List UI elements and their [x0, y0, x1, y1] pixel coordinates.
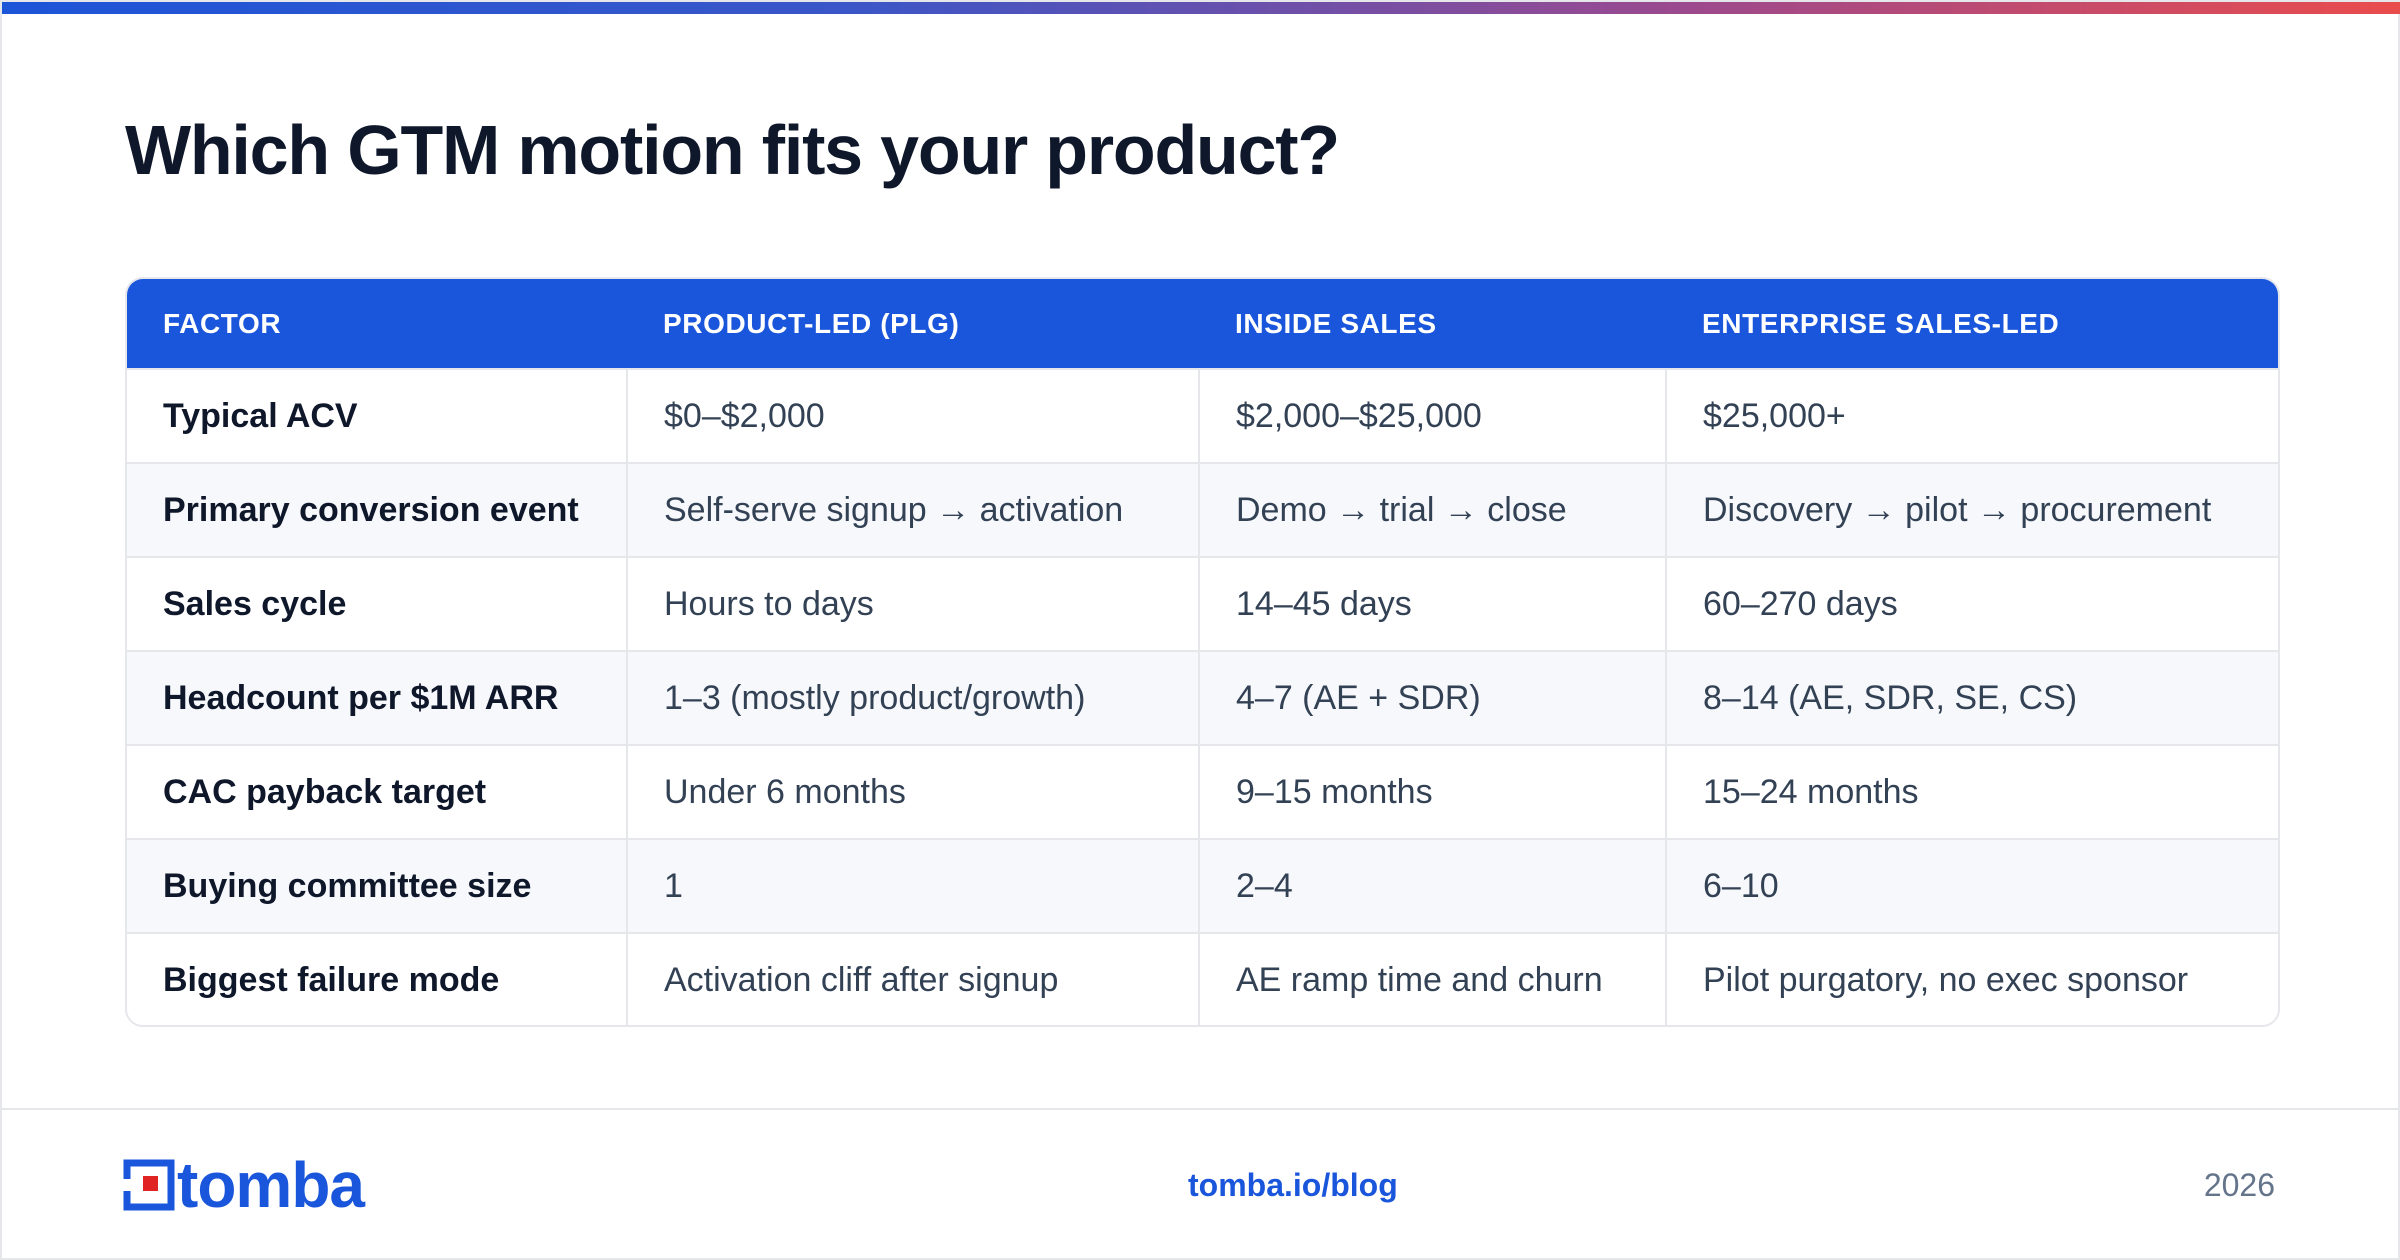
table-cell: 14–45 days [1198, 556, 1666, 651]
table-cell: 9–15 months [1198, 744, 1666, 839]
table-row: CAC payback target Under 6 months 9–15 m… [127, 744, 2278, 839]
table-cell: Under 6 months [626, 744, 1199, 839]
column-header-inside-sales: INSIDE SALES [1235, 307, 1437, 339]
table-cell: Discovery → pilot → procurement [1665, 462, 2278, 557]
table-row: Primary conversion event Self-serve sign… [127, 462, 2278, 557]
table-cell: 2–4 [1198, 838, 1666, 933]
table-row: Sales cycle Hours to days 14–45 days 60–… [127, 556, 2278, 651]
table-cell: $25,000+ [1665, 368, 2278, 463]
table-cell: Self-serve signup → activation [626, 462, 1199, 557]
table-cell: Hours to days [626, 556, 1199, 651]
blog-link[interactable]: tomba.io/blog [1188, 1167, 1398, 1203]
row-factor-cell: Sales cycle [127, 556, 627, 651]
footer-year: 2026 [2203, 1167, 2275, 1203]
top-accent-bar [2, 2, 2400, 14]
table-cell: AE ramp time and churn [1198, 932, 1666, 1025]
table-cell: $2,000–$25,000 [1198, 368, 1666, 463]
table-header-row: FACTOR PRODUCT-LED (PLG) INSIDE SALES EN… [127, 279, 2278, 369]
row-factor-cell: CAC payback target [127, 744, 627, 839]
row-factor-cell: Biggest failure mode [127, 932, 627, 1025]
row-factor-cell: Primary conversion event [127, 462, 627, 557]
table-row: Buying committee size 1 2–4 6–10 [127, 838, 2278, 933]
table-cell: 1 [626, 838, 1199, 933]
table-row: Headcount per $1M ARR 1–3 (mostly produc… [127, 650, 2278, 745]
table-row: Typical ACV $0–$2,000 $2,000–$25,000 $25… [127, 368, 2278, 463]
footer-divider [2, 1108, 2400, 1110]
table-cell: $0–$2,000 [626, 368, 1199, 463]
table-cell: Pilot purgatory, no exec sponsor [1665, 932, 2278, 1025]
comparison-table: FACTOR PRODUCT-LED (PLG) INSIDE SALES EN… [125, 277, 2280, 1027]
column-header-plg: PRODUCT-LED (PLG) [663, 307, 960, 339]
table-cell: 4–7 (AE + SDR) [1198, 650, 1666, 745]
row-factor-cell: Headcount per $1M ARR [127, 650, 627, 745]
table-cell: Activation cliff after signup [626, 932, 1199, 1025]
table-cell: 60–270 days [1665, 556, 2278, 651]
row-factor-cell: Typical ACV [127, 368, 627, 463]
page-title: Which GTM motion fits your product? [125, 111, 1340, 189]
table-cell: 1–3 (mostly product/growth) [626, 650, 1199, 745]
table-cell: Demo → trial → close [1198, 462, 1666, 557]
tomba-logo-mark-icon [123, 1159, 175, 1211]
table-row: Biggest failure mode Activation cliff af… [127, 932, 2278, 1025]
row-factor-cell: Buying committee size [127, 838, 627, 933]
logo-wordmark: tomba [177, 1149, 365, 1221]
tomba-logo: tomba [123, 1149, 365, 1221]
column-header-factor: FACTOR [163, 307, 282, 339]
table-cell: 15–24 months [1665, 744, 2278, 839]
table-cell: 8–14 (AE, SDR, SE, CS) [1665, 650, 2278, 745]
column-header-enterprise: ENTERPRISE SALES-LED [1702, 307, 2060, 339]
table-cell: 6–10 [1665, 838, 2278, 933]
